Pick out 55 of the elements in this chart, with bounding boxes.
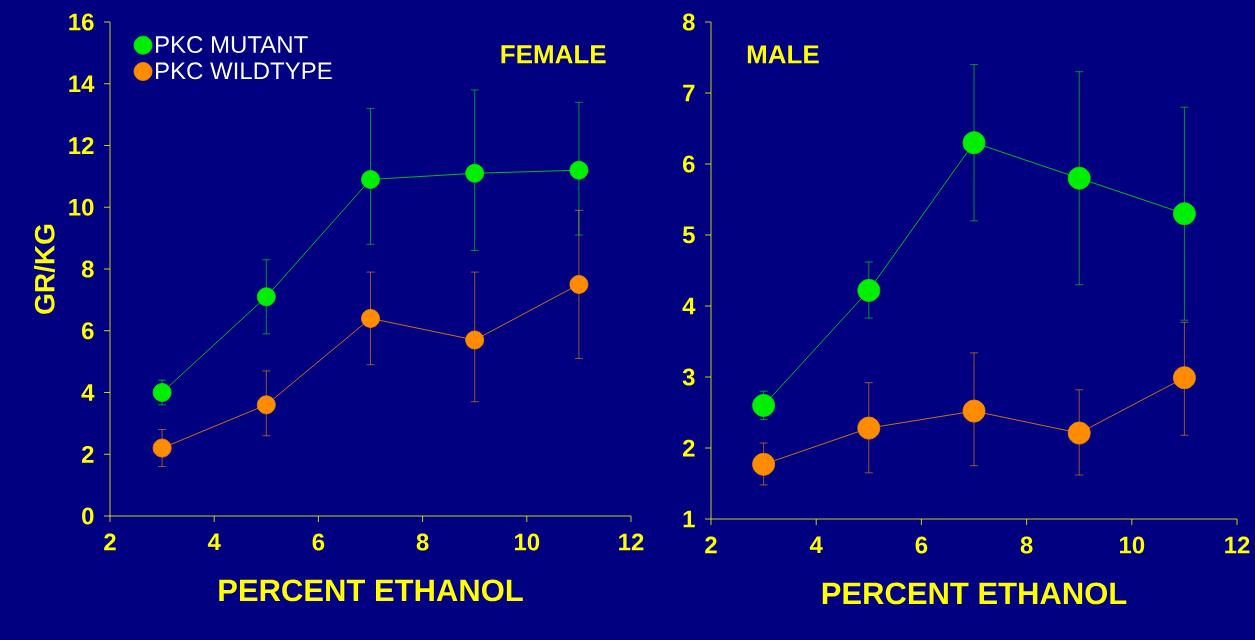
point (569, 160, 589, 180)
x-tick-label: 10 (514, 533, 540, 551)
legend-label: PKC MUTANT (156, 36, 308, 54)
y-tick-label: 16 (69, 13, 94, 31)
y-tick-label: 3 (682, 368, 695, 386)
x-tick-label: 6 (312, 533, 325, 551)
y-tick-label: 2 (682, 439, 695, 457)
x-tick-label: 10 (1119, 536, 1145, 554)
point (465, 163, 485, 183)
point (962, 399, 986, 423)
point (962, 131, 986, 155)
x-tick-label: 6 (915, 536, 928, 554)
point (361, 170, 380, 189)
y-tick-label: 2 (81, 445, 94, 463)
point (465, 330, 485, 350)
x-tick-label: 2 (104, 533, 116, 551)
y-tick-label: 6 (683, 155, 695, 173)
point (361, 309, 380, 328)
y-tick-label: 6 (82, 322, 94, 340)
y-tick-label: 10 (69, 198, 94, 216)
point (256, 395, 276, 415)
y-tick-label: 5 (682, 226, 695, 244)
point (569, 275, 589, 294)
y-tick-label: 8 (81, 260, 94, 278)
y-tick-label: 4 (682, 297, 696, 315)
y-axis-title: GR/KG (34, 224, 55, 314)
y-tick-label: 1 (683, 510, 695, 528)
annotation: FEMALE (501, 45, 606, 64)
x-tick-label: 4 (207, 533, 221, 551)
x-axis-title: PERCENT ETHANOL (219, 579, 523, 602)
y-tick-label: 14 (69, 75, 95, 92)
point (857, 416, 881, 440)
x-tick-label: 8 (416, 533, 429, 551)
x-tick-label: 12 (1225, 536, 1250, 554)
point (1173, 366, 1196, 390)
point (152, 438, 172, 458)
y-tick-label: 4 (81, 384, 95, 401)
point (1067, 421, 1091, 445)
x-tick-label: 8 (1020, 536, 1033, 554)
y-tick-label: 0 (82, 507, 94, 525)
legend-label: PKC WILDTYPE (156, 62, 332, 80)
point (1067, 166, 1091, 190)
y-tick-label: 12 (69, 137, 94, 154)
x-axis-title: PERCENT ETHANOL (822, 582, 1127, 605)
y-tick-label: 7 (683, 84, 695, 102)
point (857, 278, 881, 302)
y-tick-label: 8 (682, 13, 695, 31)
point (1173, 202, 1196, 226)
point (152, 383, 172, 402)
annotation: MALE (747, 45, 819, 64)
x-tick-label: 2 (705, 536, 717, 554)
x-tick-label: 4 (809, 536, 823, 554)
x-tick-label: 12 (619, 533, 644, 551)
point (752, 452, 776, 476)
point (256, 287, 276, 307)
